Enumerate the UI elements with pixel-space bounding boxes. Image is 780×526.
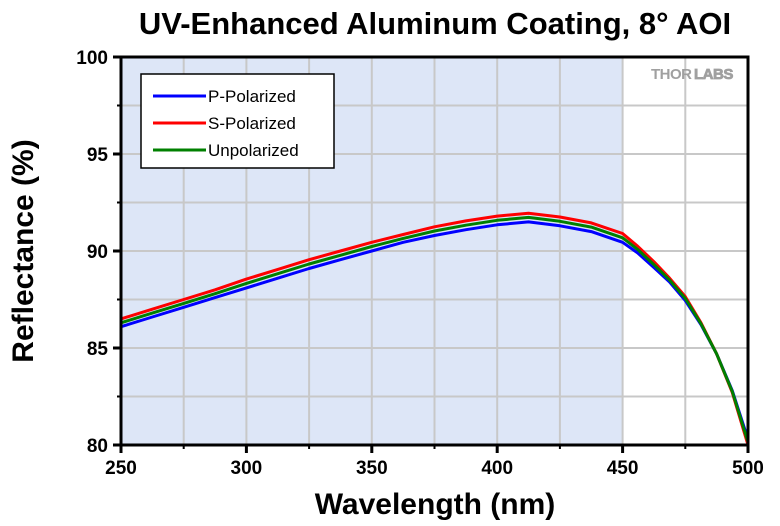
legend-label-s-polarized: S-Polarized xyxy=(208,114,296,133)
series-line-unpolarized xyxy=(120,215,750,443)
y-tick-label: 85 xyxy=(87,339,109,360)
x-tick-label: 300 xyxy=(231,458,263,479)
x-tick-label: 500 xyxy=(732,458,764,479)
axis-ticks xyxy=(113,55,750,453)
legend-box xyxy=(140,73,335,169)
x-tick-label: 400 xyxy=(481,458,513,479)
watermark-thor: THOR xyxy=(651,66,692,83)
y-tick-label: 95 xyxy=(87,145,109,166)
y-tick-label: 100 xyxy=(76,48,108,69)
legend-label-p-polarized: P-Polarized xyxy=(208,87,296,106)
series-lines xyxy=(120,211,750,446)
x-tick-label: 350 xyxy=(356,458,388,479)
y-tick-label: 90 xyxy=(87,242,108,263)
legend: P-Polarized S-Polarized Unpolarized xyxy=(140,73,335,169)
x-tick-label: 450 xyxy=(607,458,639,479)
legend-label-unpolarized: Unpolarized xyxy=(208,141,299,160)
x-tick-label: 250 xyxy=(105,458,137,479)
thorlabs-watermark: THOR LABS xyxy=(651,66,734,84)
x-axis-label: Wavelength (nm) xyxy=(315,488,556,521)
tick-labels: 250 300 350 400 450 500 80 85 90 95 100 xyxy=(76,48,764,479)
y-axis-label: Reflectance (%) xyxy=(7,139,40,362)
y-tick-label: 80 xyxy=(87,436,108,457)
watermark-labs: LABS xyxy=(694,66,733,83)
chart-title: UV-Enhanced Aluminum Coating, 8° AOI xyxy=(139,6,731,41)
